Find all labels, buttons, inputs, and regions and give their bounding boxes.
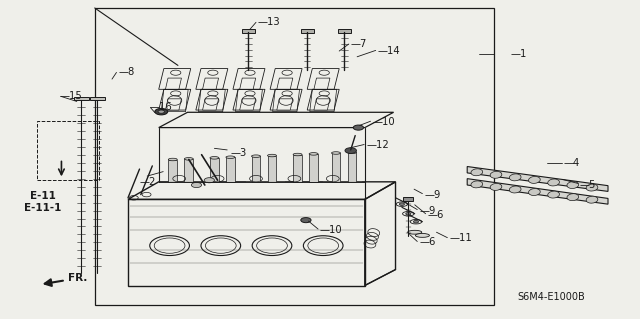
Bar — [348, 152, 356, 182]
Text: —11: —11 — [449, 233, 472, 243]
Ellipse shape — [490, 183, 502, 190]
Polygon shape — [202, 99, 219, 110]
Ellipse shape — [293, 153, 302, 156]
Ellipse shape — [586, 184, 598, 191]
Text: —13: —13 — [258, 17, 280, 27]
Ellipse shape — [301, 218, 311, 223]
Polygon shape — [74, 97, 89, 100]
Text: —4: —4 — [563, 158, 579, 168]
Ellipse shape — [567, 182, 579, 189]
Text: S6M4-E1000B: S6M4-E1000B — [518, 293, 586, 302]
Text: —14: —14 — [378, 46, 400, 56]
Ellipse shape — [345, 148, 356, 153]
Ellipse shape — [509, 186, 521, 193]
Ellipse shape — [252, 155, 260, 158]
Text: —3: —3 — [230, 148, 246, 158]
Ellipse shape — [155, 108, 168, 115]
Ellipse shape — [191, 182, 202, 188]
Polygon shape — [403, 197, 413, 201]
Ellipse shape — [586, 196, 598, 203]
Polygon shape — [240, 99, 256, 110]
Bar — [293, 154, 302, 182]
Ellipse shape — [268, 154, 276, 157]
Ellipse shape — [413, 220, 419, 223]
Ellipse shape — [408, 230, 422, 234]
Ellipse shape — [471, 181, 483, 188]
Ellipse shape — [471, 169, 483, 176]
Bar — [226, 157, 235, 182]
Polygon shape — [467, 167, 608, 191]
Ellipse shape — [184, 158, 193, 160]
Bar — [168, 160, 177, 182]
Ellipse shape — [226, 156, 235, 159]
Polygon shape — [314, 99, 330, 110]
Polygon shape — [90, 97, 105, 100]
Text: E-11
E-11-1: E-11 E-11-1 — [24, 191, 61, 213]
Ellipse shape — [158, 110, 164, 113]
Text: —8: —8 — [118, 67, 134, 77]
Bar — [252, 156, 260, 182]
Ellipse shape — [490, 171, 502, 178]
Ellipse shape — [332, 152, 340, 154]
Text: —5: —5 — [579, 180, 596, 190]
Bar — [332, 153, 340, 182]
Ellipse shape — [210, 157, 219, 159]
Ellipse shape — [567, 194, 579, 201]
Bar — [309, 154, 318, 182]
Polygon shape — [165, 78, 182, 89]
Text: —9: —9 — [424, 189, 441, 200]
Ellipse shape — [548, 191, 559, 198]
Bar — [268, 156, 276, 182]
Ellipse shape — [529, 189, 540, 196]
Ellipse shape — [348, 151, 356, 154]
Polygon shape — [338, 29, 351, 33]
Text: —15: —15 — [60, 91, 83, 101]
Text: —10: —10 — [320, 225, 342, 235]
Text: —7: —7 — [351, 39, 367, 49]
Ellipse shape — [399, 203, 404, 205]
Polygon shape — [301, 29, 314, 33]
Polygon shape — [277, 99, 293, 110]
Ellipse shape — [415, 234, 429, 237]
Bar — [37, 121, 99, 180]
Text: —9: —9 — [419, 205, 436, 216]
Ellipse shape — [204, 178, 214, 183]
Bar — [95, 8, 494, 305]
Text: —6: —6 — [419, 237, 436, 248]
Text: FR.: FR. — [45, 273, 88, 286]
Polygon shape — [314, 78, 330, 89]
Polygon shape — [202, 78, 219, 89]
Text: —10: —10 — [372, 117, 395, 127]
Ellipse shape — [548, 179, 559, 186]
Polygon shape — [467, 179, 608, 204]
Text: —1: —1 — [511, 49, 527, 59]
Ellipse shape — [529, 176, 540, 183]
Polygon shape — [242, 29, 255, 33]
Text: —12: —12 — [366, 140, 389, 150]
Polygon shape — [165, 99, 182, 110]
Polygon shape — [240, 78, 256, 89]
Text: —2: —2 — [140, 177, 156, 187]
Ellipse shape — [168, 158, 177, 161]
Ellipse shape — [509, 174, 521, 181]
Ellipse shape — [309, 152, 318, 155]
Bar — [184, 159, 193, 182]
Ellipse shape — [353, 125, 364, 130]
Text: —6: —6 — [428, 210, 444, 220]
Bar — [210, 158, 219, 182]
Text: —16: —16 — [149, 102, 172, 112]
Ellipse shape — [406, 212, 411, 215]
Polygon shape — [277, 78, 293, 89]
